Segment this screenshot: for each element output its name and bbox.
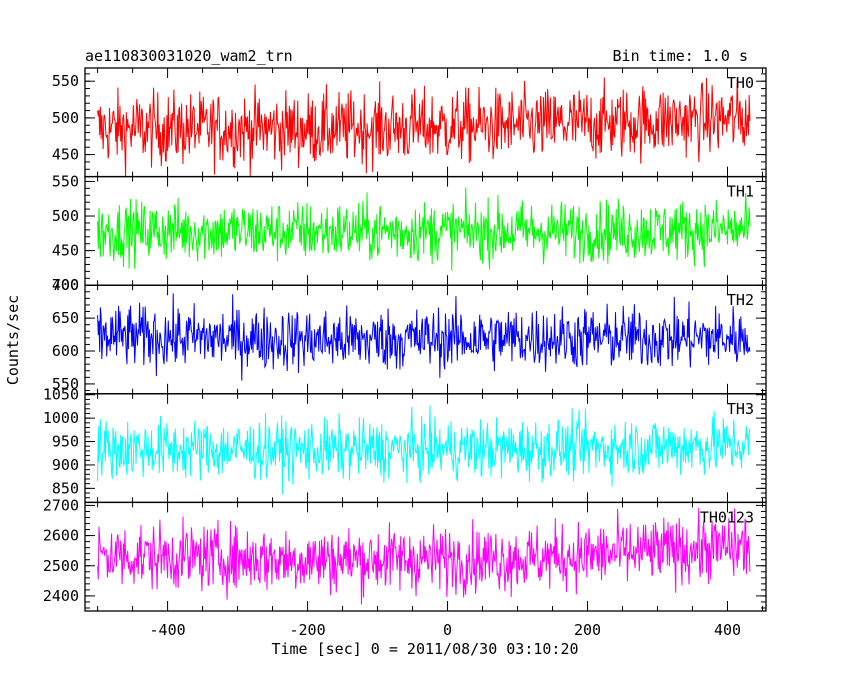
y-tick-label: 650 (52, 309, 79, 327)
y-tick-label: 550 (52, 72, 79, 90)
panel-label-th0123: TH0123 (700, 508, 754, 526)
y-tick-label: 550 (52, 172, 79, 190)
y-tick-label: 1050 (43, 386, 79, 404)
panel-th3: 850 900 950 1000 1050 TH3 (43, 386, 767, 504)
series-line-th1 (97, 187, 751, 271)
y-tick-label: 600 (52, 342, 79, 360)
panel-th1: 400 450 500 550 TH1 (52, 172, 767, 294)
y-tick-label: 950 (52, 433, 79, 451)
x-tick-label: 400 (714, 621, 741, 639)
x-tick-label: -400 (150, 621, 186, 639)
x-axis-label: Time [sec] 0 = 2011/08/30 03:10:20 (271, 640, 578, 658)
bin-time-label: Bin time: 1.0 s (613, 47, 748, 65)
series-line-th0123 (97, 507, 751, 605)
x-tick-label: 0 (443, 621, 452, 639)
series-line-th2 (97, 293, 751, 381)
y-tick-label: 400 (52, 276, 79, 294)
x-axis: -400 -200 0 200 400 (150, 621, 742, 639)
series-line-th3 (97, 405, 751, 495)
panels-group: 450 500 550 TH0 400 450 500 550 TH1 550 600 650 700 T… (43, 67, 767, 612)
y-tick-label: 500 (52, 207, 79, 225)
y-tick-label: 900 (52, 456, 79, 474)
panel-label-th0: TH0 (727, 74, 754, 92)
y-tick-label: 2700 (43, 496, 79, 514)
y-tick-label: 1000 (43, 409, 79, 427)
panel-th0: 450 500 550 TH0 (52, 67, 767, 178)
y-tick-label: 2500 (43, 557, 79, 575)
y-tick-label: 850 (52, 479, 79, 497)
panel-th0123: 2400 2500 2600 2700 TH0123 (43, 496, 767, 612)
y-tick-label: 550 (52, 375, 79, 393)
y-tick-label: 2400 (43, 587, 79, 605)
y-tick-label: 2600 (43, 527, 79, 545)
panel-label-th3: TH3 (727, 400, 754, 418)
panel-label-th2: TH2 (727, 291, 754, 309)
chart-title: ae110830031020_wam2_trn (85, 47, 293, 65)
y-tick-label: 700 (52, 276, 79, 294)
y-tick-label: 450 (52, 242, 79, 260)
panel-th2: 550 600 650 700 TH2 (52, 276, 767, 395)
series-line-th0 (97, 77, 751, 177)
y-axis-label: Counts/sec (4, 295, 22, 385)
y-tick-label: 500 (52, 109, 79, 127)
x-tick-label: -200 (290, 621, 326, 639)
panel-frame (84, 501, 767, 612)
y-tick-label: 450 (52, 146, 79, 164)
x-tick-label: 200 (574, 621, 601, 639)
panel-label-th1: TH1 (727, 183, 754, 201)
